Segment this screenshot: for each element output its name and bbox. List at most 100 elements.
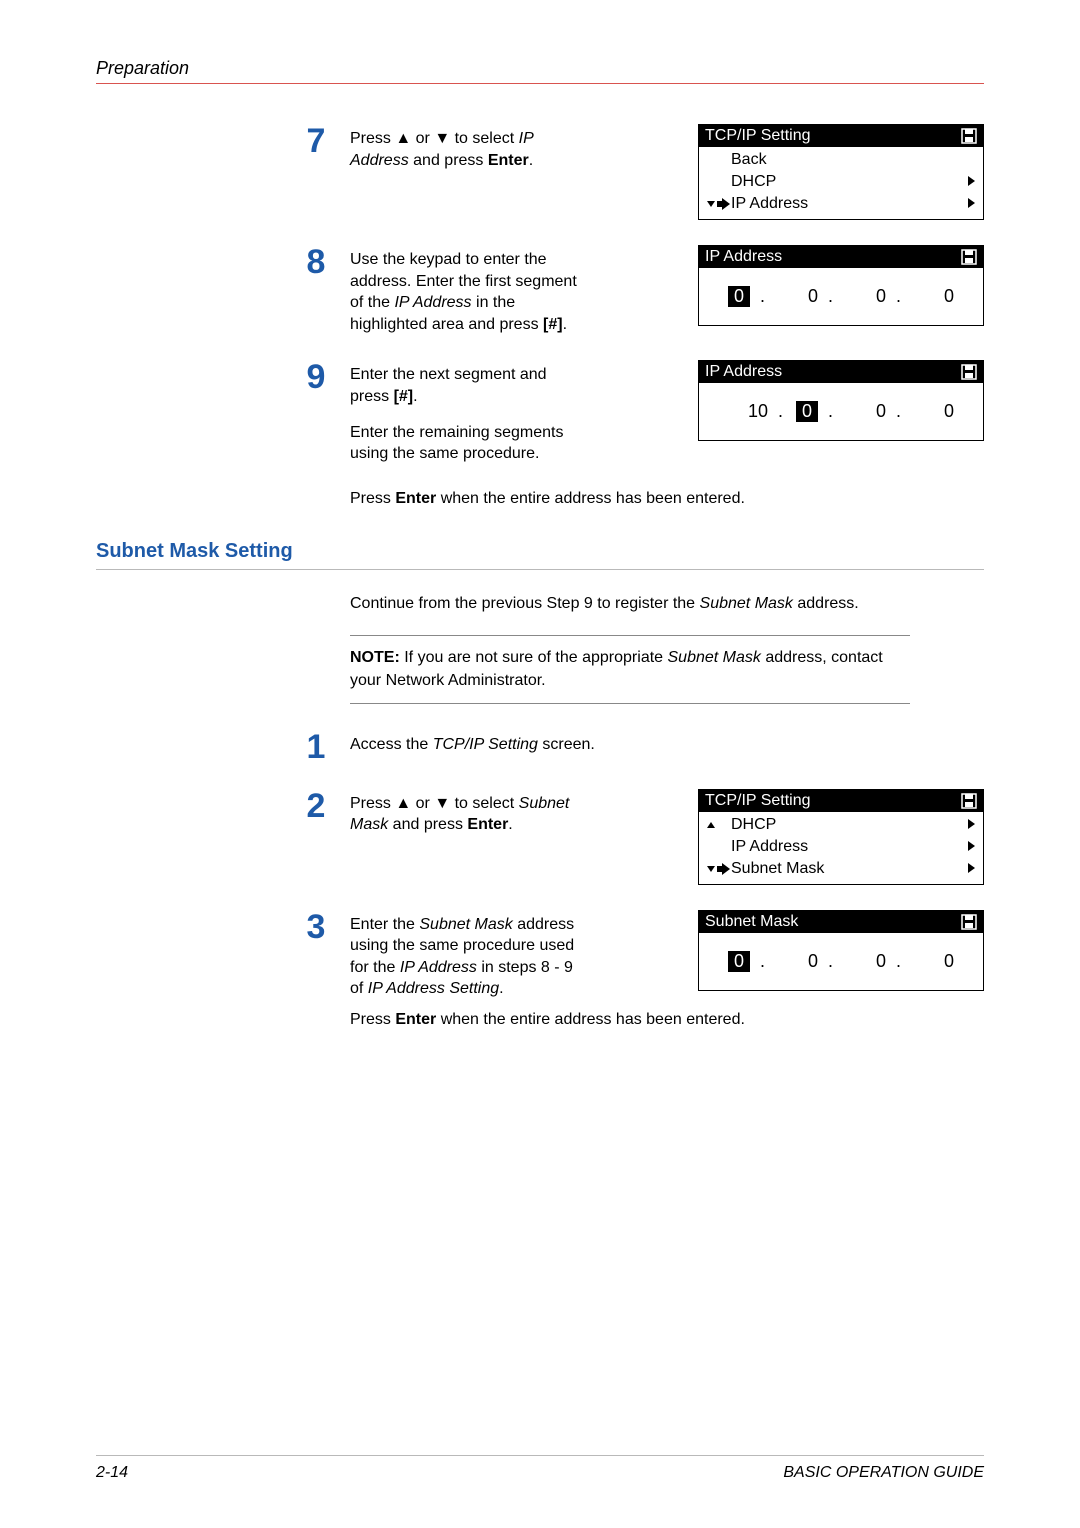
italic-text: IP Address xyxy=(394,294,471,311)
step-number: 7 xyxy=(296,124,336,158)
menu-label: Back xyxy=(731,151,955,169)
step-text: Enter the next segment and press [#]. En… xyxy=(350,360,590,478)
down-triangle-icon: ▼ xyxy=(434,795,450,812)
lcd-title-bar: Subnet Mask xyxy=(699,911,983,933)
ip-segment: 0 xyxy=(914,286,954,307)
chevron-right-icon xyxy=(968,819,975,829)
lcd-menu-item: DHCP xyxy=(703,814,979,836)
ip-segment: 0 xyxy=(846,286,886,307)
ip-segment: 0 xyxy=(914,951,954,972)
note-block: NOTE: If you are not sure of the appropr… xyxy=(350,635,910,703)
text: address. xyxy=(793,595,859,612)
lcd-menu-item-selected: IP Address xyxy=(703,193,979,215)
save-icon xyxy=(961,249,977,265)
chevron-right-icon xyxy=(968,841,975,851)
ip-segments: 0. 0. 0. 0 xyxy=(699,268,983,325)
lcd-body: Back DHCP IP Address xyxy=(699,147,983,219)
text: Press xyxy=(350,795,395,812)
italic-text: IP Address xyxy=(400,959,477,976)
note-label: NOTE: xyxy=(350,649,400,666)
subnet-step-1: 1 Access the TCP/IP Setting screen. xyxy=(96,730,984,764)
ip-segment-highlighted: 0 xyxy=(796,401,818,422)
chevron-right-icon xyxy=(968,176,975,186)
lcd-title-bar: TCP/IP Setting xyxy=(699,125,983,147)
chevron-right-icon xyxy=(968,863,975,873)
lcd-menu-item: IP Address xyxy=(703,836,979,858)
subnet-step-3-after: Press Enter when the entire address has … xyxy=(350,1008,910,1031)
text: Press xyxy=(350,490,395,507)
dot: . xyxy=(760,286,768,307)
section-rule xyxy=(96,569,984,570)
lcd-ipaddress-2: IP Address 10. 0. 0. 0 xyxy=(698,360,984,441)
dot: . xyxy=(896,951,904,972)
lcd-tcpip-2: TCP/IP Setting DHCP IP Address Subnet Ma… xyxy=(698,789,984,885)
step-number: 2 xyxy=(296,789,336,823)
step-number: 1 xyxy=(296,730,336,764)
lcd-body: DHCP IP Address Subnet Mask xyxy=(699,812,983,884)
step-9-after: Press Enter when the entire address has … xyxy=(350,487,910,510)
ip-segments: 10. 0. 0. 0 xyxy=(699,383,983,440)
text: when the entire address has been entered… xyxy=(436,490,745,507)
page-header: Preparation xyxy=(96,58,984,84)
lcd-menu-item: Back xyxy=(703,149,979,171)
bold-text: Enter xyxy=(488,152,529,169)
lcd-subnet: Subnet Mask 0. 0. 0. 0 xyxy=(698,910,984,991)
bold-text: [#] xyxy=(543,316,563,333)
dot: . xyxy=(828,951,836,972)
ip-segment: 0 xyxy=(846,401,886,422)
ip-segment: 0 xyxy=(778,286,818,307)
text: . xyxy=(529,152,533,169)
menu-label: DHCP xyxy=(731,173,955,191)
pointer-arrow-icon xyxy=(717,199,731,209)
ip-segments: 0. 0. 0. 0 xyxy=(699,933,983,990)
text: Enter the xyxy=(350,916,419,933)
text: . xyxy=(499,980,503,997)
text: and press xyxy=(388,816,467,833)
up-icon xyxy=(707,822,715,828)
lcd-menu-item-selected: Subnet Mask xyxy=(703,858,979,880)
lcd-title: Subnet Mask xyxy=(705,913,798,931)
menu-label: IP Address xyxy=(731,195,955,213)
dot: . xyxy=(828,401,836,422)
text: Press xyxy=(350,1011,395,1028)
lcd-menu-item: DHCP xyxy=(703,171,979,193)
italic-text: IP Address Setting xyxy=(368,980,499,997)
italic-text: Subnet Mask xyxy=(700,595,793,612)
ip-segment-highlighted: 0 xyxy=(728,951,750,972)
page-number: 2-14 xyxy=(96,1464,128,1482)
bold-text: [#] xyxy=(394,388,414,405)
save-icon xyxy=(961,128,977,144)
ip-segment-highlighted: 0 xyxy=(728,286,750,307)
text: . xyxy=(508,816,512,833)
down-triangle-icon: ▼ xyxy=(434,130,450,147)
step-number: 9 xyxy=(296,360,336,394)
text: If you are not sure of the appropriate xyxy=(400,649,668,666)
text: or xyxy=(411,130,434,147)
text: . xyxy=(563,316,567,333)
lcd-tcpip-1: TCP/IP Setting Back DHCP IP Address xyxy=(698,124,984,220)
down-icon xyxy=(707,201,715,207)
subnet-step-2: 2 Press ▲ or ▼ to select Subnet Mask and… xyxy=(96,789,984,885)
lcd-title: IP Address xyxy=(705,248,782,266)
chevron-right-icon xyxy=(968,198,975,208)
section-heading: Subnet Mask Setting xyxy=(96,540,984,563)
dot: . xyxy=(896,401,904,422)
lcd-title-bar: IP Address xyxy=(699,361,983,383)
text: . xyxy=(413,388,417,405)
subnet-step-3: 3 Enter the Subnet Mask address using th… xyxy=(96,910,984,1000)
text: to select xyxy=(450,130,518,147)
ip-segment: 10 xyxy=(728,401,768,422)
menu-label: Subnet Mask xyxy=(731,860,955,878)
lcd-ipaddress-1: IP Address 0. 0. 0. 0 xyxy=(698,245,984,326)
header-section: Preparation xyxy=(96,58,189,78)
step-text: Press ▲ or ▼ to select Subnet Mask and p… xyxy=(350,789,590,836)
text: Access the xyxy=(350,736,433,753)
step-text: Enter the Subnet Mask address using the … xyxy=(350,910,590,1000)
menu-label: IP Address xyxy=(731,838,955,856)
guide-title: BASIC OPERATION GUIDE xyxy=(783,1464,984,1482)
text: screen. xyxy=(538,736,595,753)
ip-segment: 0 xyxy=(914,401,954,422)
ip-segment: 0 xyxy=(846,951,886,972)
lcd-title: TCP/IP Setting xyxy=(705,127,811,145)
text: Press xyxy=(350,130,395,147)
